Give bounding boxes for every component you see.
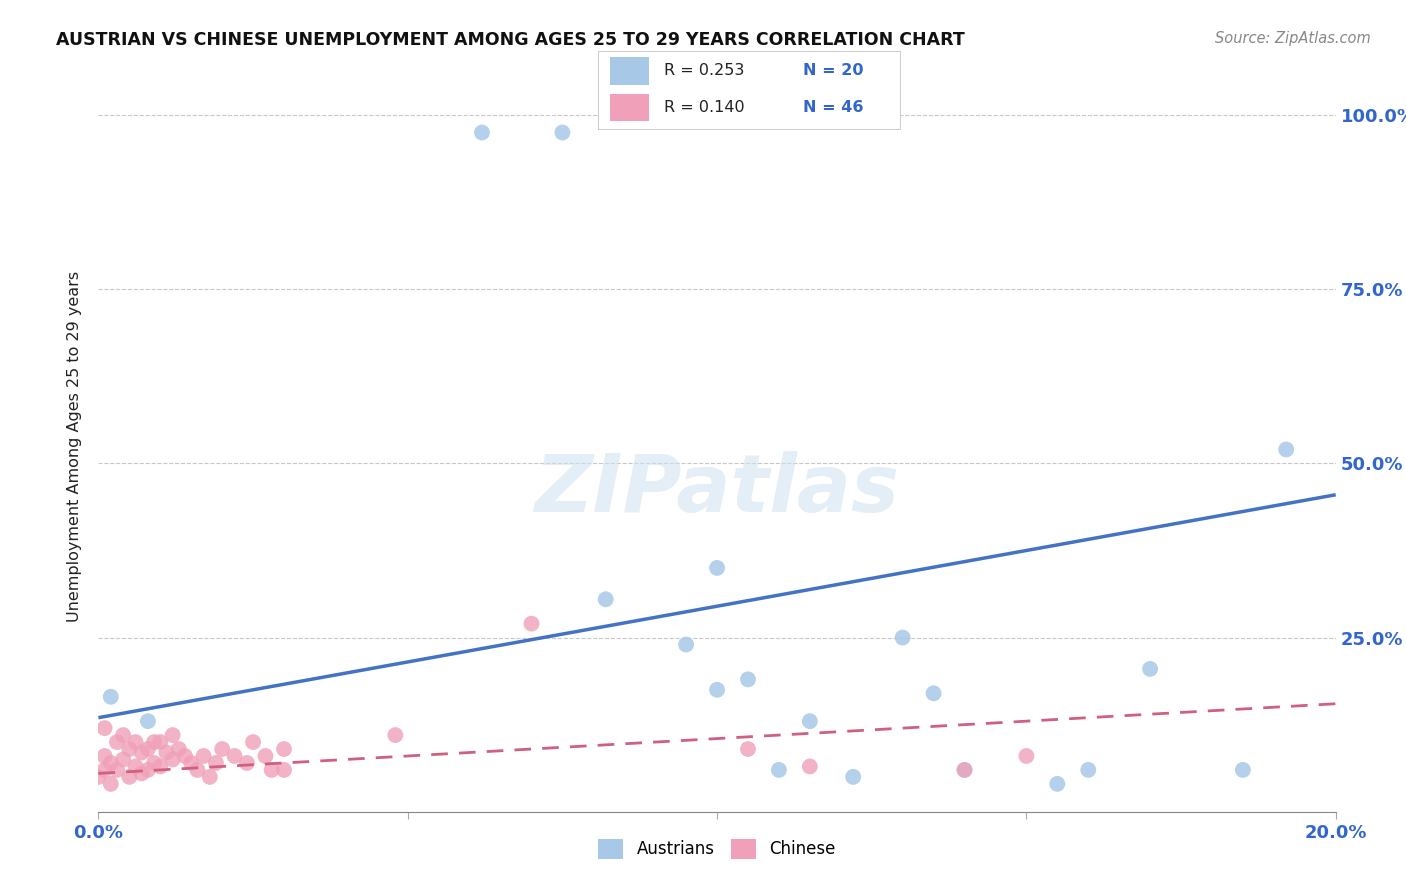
Point [1139,662,1161,676]
Point [180,756,202,770]
Point [93,763,115,777]
Point [1077,763,1099,777]
Text: R = 0.140: R = 0.140 [664,100,745,115]
Point [224,749,246,764]
Point [118,770,141,784]
Point [953,763,976,777]
Point [520,616,543,631]
Point [124,759,146,773]
Point [254,749,277,764]
Point [193,749,215,764]
Point [706,561,728,575]
Text: Source: ZipAtlas.com: Source: ZipAtlas.com [1215,31,1371,46]
Point [953,763,976,777]
Point [273,742,295,756]
Point [105,763,128,777]
Point [471,126,494,140]
Point [136,763,159,777]
Point [149,759,172,773]
Point [149,735,172,749]
Point [799,714,821,728]
Point [211,742,233,756]
Point [273,763,295,777]
Point [112,728,135,742]
Text: AUSTRIAN VS CHINESE UNEMPLOYMENT AMONG AGES 25 TO 29 YEARS CORRELATION CHART: AUSTRIAN VS CHINESE UNEMPLOYMENT AMONG A… [56,31,965,49]
Text: N = 20: N = 20 [803,63,863,78]
Point [93,749,115,764]
Text: ZIPatlas: ZIPatlas [534,450,900,529]
Point [174,749,197,764]
Point [236,756,259,770]
Point [112,752,135,766]
Point [737,673,759,687]
Point [384,728,406,742]
Point [1015,749,1038,764]
Point [87,770,110,784]
Point [737,742,759,756]
Point [242,735,264,749]
Point [93,721,115,735]
Point [675,638,697,652]
Point [155,746,177,760]
Point [118,742,141,756]
Point [922,686,945,700]
Point [162,728,184,742]
Point [162,752,184,766]
Point [1275,442,1298,457]
Point [1232,763,1254,777]
Point [198,770,221,784]
FancyBboxPatch shape [610,57,650,85]
Point [891,631,914,645]
Point [799,759,821,773]
Point [100,756,122,770]
Point [768,763,790,777]
Point [205,756,228,770]
Text: R = 0.253: R = 0.253 [664,63,744,78]
Point [100,777,122,791]
Y-axis label: Unemployment Among Ages 25 to 29 years: Unemployment Among Ages 25 to 29 years [67,270,83,622]
Point [136,742,159,756]
Point [706,682,728,697]
Point [186,763,208,777]
Point [100,690,122,704]
Point [131,766,153,780]
Point [143,756,166,770]
Point [105,735,128,749]
Point [551,126,574,140]
Point [1046,777,1069,791]
Point [842,770,865,784]
Point [131,746,153,760]
FancyBboxPatch shape [610,94,650,121]
Text: N = 46: N = 46 [803,100,863,115]
Point [143,735,166,749]
Point [595,592,617,607]
Point [260,763,283,777]
Legend: Austrians, Chinese: Austrians, Chinese [592,832,842,865]
Point [167,742,190,756]
Point [136,714,159,728]
Point [124,735,146,749]
